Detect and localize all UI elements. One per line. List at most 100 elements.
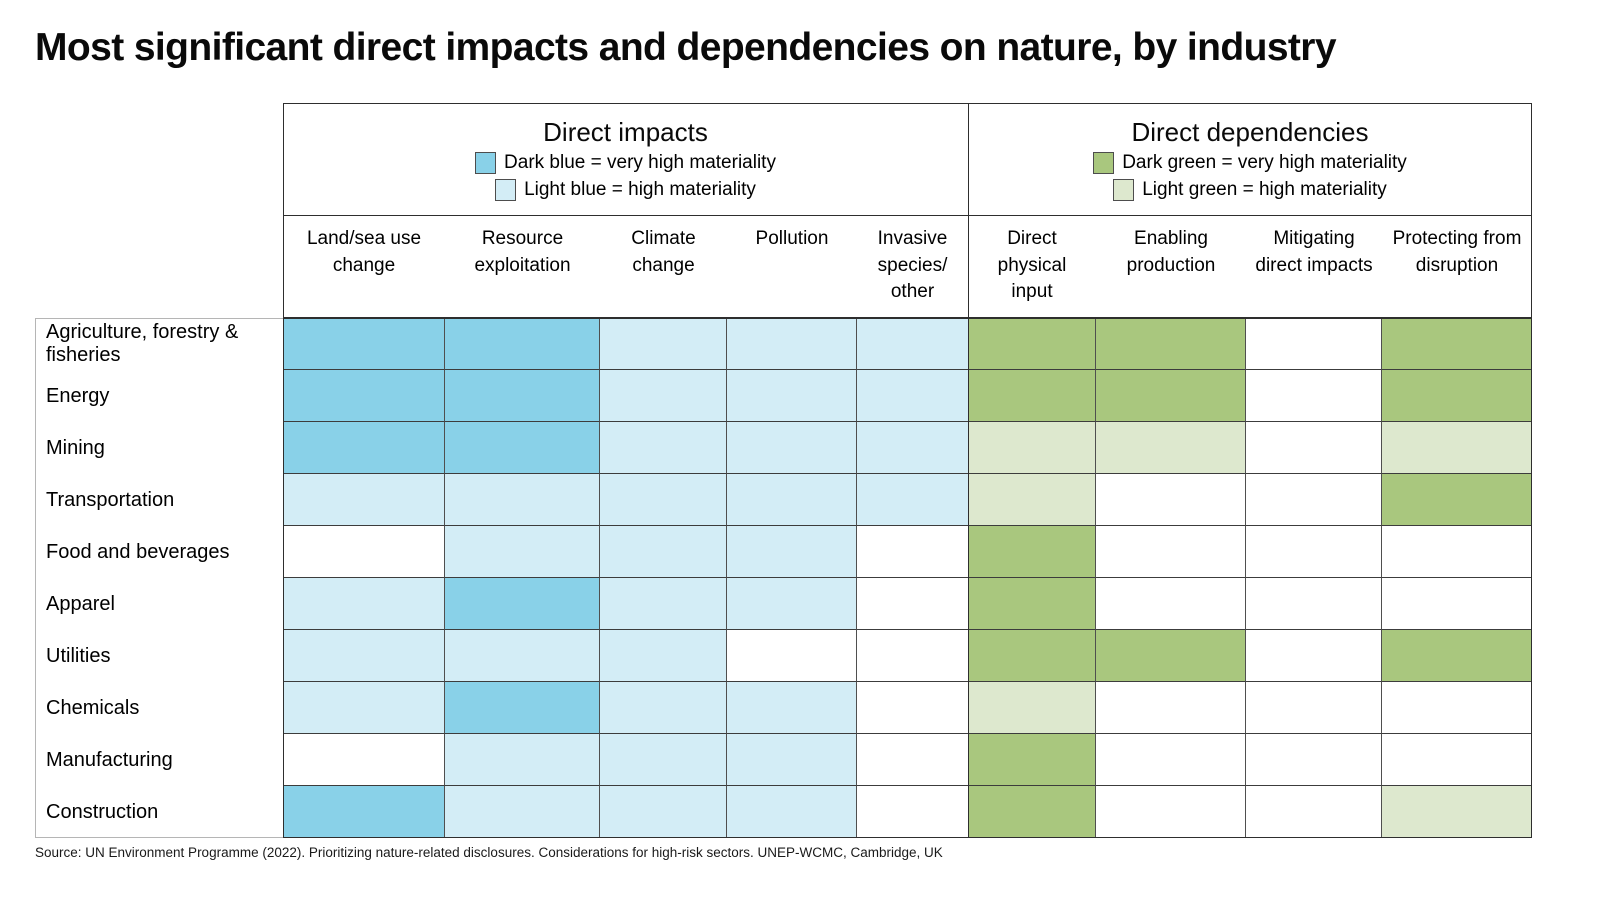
cell-chemicals-land-sea-use-change xyxy=(283,682,445,734)
cell-construction-protecting-from-disruption xyxy=(1382,786,1532,838)
cell-transportation-invasive-species-other xyxy=(857,474,968,526)
cell-utilities-pollution xyxy=(727,630,857,682)
cell-agriculture-forestry-fisheries-resource-exploitation xyxy=(445,318,600,370)
cell-transportation-resource-exploitation xyxy=(445,474,600,526)
cell-construction-resource-exploitation xyxy=(445,786,600,838)
cell-food-and-beverages-climate-change xyxy=(600,526,727,578)
cell-energy-climate-change xyxy=(600,370,727,422)
cell-apparel-pollution xyxy=(727,578,857,630)
top-left-spacer xyxy=(35,103,283,318)
cell-agriculture-forestry-fisheries-climate-change xyxy=(600,318,727,370)
cell-energy-enabling-production xyxy=(1096,370,1246,422)
cell-apparel-mitigating-direct-impacts xyxy=(1246,578,1382,630)
cell-agriculture-forestry-fisheries-direct-physical-input xyxy=(968,318,1096,370)
row-label-food-and-beverages: Food and beverages xyxy=(35,526,283,578)
row-label-utilities: Utilities xyxy=(35,630,283,682)
legend-label: Dark green = very high materiality xyxy=(1122,152,1407,174)
cell-utilities-enabling-production xyxy=(1096,630,1246,682)
matrix-grid: Direct impacts Dark blue = very high mat… xyxy=(35,103,1532,838)
cell-agriculture-forestry-fisheries-protecting-from-disruption xyxy=(1382,318,1532,370)
materiality-matrix: Direct impacts Dark blue = very high mat… xyxy=(35,103,1532,838)
cell-food-and-beverages-invasive-species-other xyxy=(857,526,968,578)
cell-food-and-beverages-mitigating-direct-impacts xyxy=(1246,526,1382,578)
legend-item-very-high-dependency: Dark green = very high materiality xyxy=(1093,151,1407,175)
cell-energy-invasive-species-other xyxy=(857,370,968,422)
cell-apparel-enabling-production xyxy=(1096,578,1246,630)
cell-manufacturing-invasive-species-other xyxy=(857,734,968,786)
cell-mining-resource-exploitation xyxy=(445,422,600,474)
cell-transportation-land-sea-use-change xyxy=(283,474,445,526)
cell-transportation-climate-change xyxy=(600,474,727,526)
cell-construction-enabling-production xyxy=(1096,786,1246,838)
cell-chemicals-direct-physical-input xyxy=(968,682,1096,734)
cell-agriculture-forestry-fisheries-land-sea-use-change xyxy=(283,318,445,370)
legend-label: Dark blue = very high materiality xyxy=(504,152,776,174)
cell-mining-climate-change xyxy=(600,422,727,474)
light-blue-swatch-icon xyxy=(495,178,517,201)
group-header-direct-impacts: Direct impacts Dark blue = very high mat… xyxy=(283,103,968,215)
legend-item-very-high-impact: Dark blue = very high materiality xyxy=(475,151,776,175)
cell-utilities-land-sea-use-change xyxy=(283,630,445,682)
cell-construction-land-sea-use-change xyxy=(283,786,445,838)
cell-manufacturing-mitigating-direct-impacts xyxy=(1246,734,1382,786)
cell-food-and-beverages-resource-exploitation xyxy=(445,526,600,578)
cell-apparel-resource-exploitation xyxy=(445,578,600,630)
cell-chemicals-invasive-species-other xyxy=(857,682,968,734)
row-label-energy: Energy xyxy=(35,370,283,422)
column-header-direct-physical-input: Direct physical input xyxy=(968,215,1096,318)
cell-chemicals-climate-change xyxy=(600,682,727,734)
cell-transportation-protecting-from-disruption xyxy=(1382,474,1532,526)
cell-apparel-direct-physical-input xyxy=(968,578,1096,630)
group-header-direct-dependencies: Direct dependencies Dark green = very hi… xyxy=(968,103,1532,215)
cell-construction-mitigating-direct-impacts xyxy=(1246,786,1382,838)
cell-apparel-climate-change xyxy=(600,578,727,630)
column-header-mitigating-direct-impacts: Mitigating direct impacts xyxy=(1246,215,1382,318)
column-header-protecting-from-disruption: Protecting from disruption xyxy=(1382,215,1532,318)
cell-mining-mitigating-direct-impacts xyxy=(1246,422,1382,474)
row-label-agriculture-forestry-fisheries: Agriculture, forestry & fisheries xyxy=(35,318,283,370)
cell-food-and-beverages-protecting-from-disruption xyxy=(1382,526,1532,578)
row-label-chemicals: Chemicals xyxy=(35,682,283,734)
direct-impacts-title: Direct impacts xyxy=(543,117,708,148)
light-green-swatch-icon xyxy=(1113,178,1135,201)
cell-manufacturing-land-sea-use-change xyxy=(283,734,445,786)
cell-chemicals-protecting-from-disruption xyxy=(1382,682,1532,734)
cell-mining-land-sea-use-change xyxy=(283,422,445,474)
legend-label: Light blue = high materiality xyxy=(524,178,756,200)
cell-energy-land-sea-use-change xyxy=(283,370,445,422)
cell-apparel-protecting-from-disruption xyxy=(1382,578,1532,630)
cell-mining-pollution xyxy=(727,422,857,474)
chart-title: Most significant direct impacts and depe… xyxy=(35,26,1337,69)
cell-mining-enabling-production xyxy=(1096,422,1246,474)
cell-manufacturing-direct-physical-input xyxy=(968,734,1096,786)
cell-manufacturing-protecting-from-disruption xyxy=(1382,734,1532,786)
cell-transportation-pollution xyxy=(727,474,857,526)
cell-utilities-protecting-from-disruption xyxy=(1382,630,1532,682)
row-label-mining: Mining xyxy=(35,422,283,474)
row-label-transportation: Transportation xyxy=(35,474,283,526)
cell-food-and-beverages-enabling-production xyxy=(1096,526,1246,578)
cell-construction-invasive-species-other xyxy=(857,786,968,838)
dark-green-swatch-icon xyxy=(1093,152,1115,175)
cell-manufacturing-pollution xyxy=(727,734,857,786)
cell-utilities-invasive-species-other xyxy=(857,630,968,682)
legend-label: Light green = high materiality xyxy=(1142,178,1387,200)
cell-energy-direct-physical-input xyxy=(968,370,1096,422)
cell-utilities-direct-physical-input xyxy=(968,630,1096,682)
cell-food-and-beverages-land-sea-use-change xyxy=(283,526,445,578)
column-header-climate-change: Climate change xyxy=(600,215,727,318)
column-header-enabling-production: Enabling production xyxy=(1096,215,1246,318)
cell-food-and-beverages-direct-physical-input xyxy=(968,526,1096,578)
cell-transportation-direct-physical-input xyxy=(968,474,1096,526)
cell-utilities-resource-exploitation xyxy=(445,630,600,682)
cell-agriculture-forestry-fisheries-pollution xyxy=(727,318,857,370)
cell-energy-protecting-from-disruption xyxy=(1382,370,1532,422)
row-label-manufacturing: Manufacturing xyxy=(35,734,283,786)
cell-utilities-mitigating-direct-impacts xyxy=(1246,630,1382,682)
legend-item-high-dependency: Light green = high materiality xyxy=(1113,178,1387,202)
cell-construction-direct-physical-input xyxy=(968,786,1096,838)
cell-agriculture-forestry-fisheries-enabling-production xyxy=(1096,318,1246,370)
cell-energy-resource-exploitation xyxy=(445,370,600,422)
cell-apparel-land-sea-use-change xyxy=(283,578,445,630)
cell-agriculture-forestry-fisheries-mitigating-direct-impacts xyxy=(1246,318,1382,370)
